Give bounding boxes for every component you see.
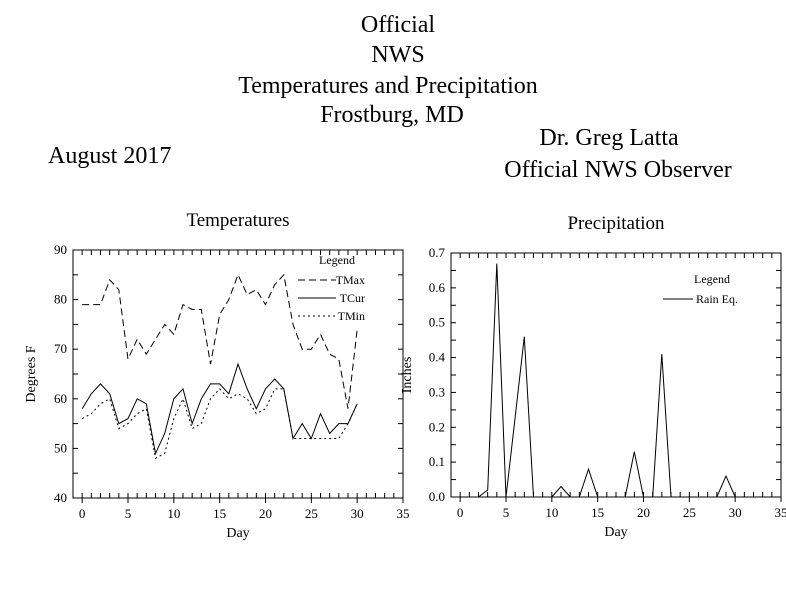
series-line-tcur [81,362,358,456]
x-tick-label: 20 [637,505,650,520]
header-line-location: Frostburg, MD [320,102,464,128]
legend-label: TCur [340,291,365,305]
x-tick-label: 10 [167,506,180,521]
series-line-tmax [82,273,358,409]
report-month: August 2017 [48,143,172,169]
y-tick-label: 40 [54,490,67,505]
x-tick-label: 30 [351,506,364,521]
x-tick-label: 0 [457,505,464,520]
x-tick-label: 20 [259,506,272,521]
y-tick-label: 0.6 [429,280,446,295]
x-axis-label: Day [604,525,627,540]
y-tick-label: 0.7 [429,245,446,260]
series-line-rain-eq- [469,263,745,498]
y-tick-label: 50 [54,440,67,455]
y-tick-label: 0.3 [429,384,445,399]
chart-title: Temperatures [186,210,289,231]
header-line-nws: NWS [371,42,425,68]
x-tick-label: 15 [213,506,226,521]
x-tick-label: 30 [729,505,742,520]
x-tick-label: 5 [125,506,132,521]
y-tick-label: 60 [54,391,67,406]
y-axis-label: Degrees F [24,345,39,402]
legend-title: Legend [694,272,730,286]
plot-frame [72,249,404,499]
y-tick-label: 0.0 [429,489,445,504]
x-tick-label: 10 [545,505,558,520]
y-tick-label: 70 [54,341,67,356]
y-tick-label: 0.4 [429,350,446,365]
header-line-title: Temperatures and Precipitation [238,73,538,99]
legend-title: Legend [319,253,355,267]
observer-name: Dr. Greg Latta [539,125,679,151]
series-line-tmin [81,388,358,460]
y-tick-label: 0.2 [429,419,445,434]
x-tick-label: 25 [305,506,318,521]
legend-label: TMax [336,273,365,287]
y-tick-label: 0.1 [429,454,445,469]
x-tick-label: 35 [775,505,786,520]
precipitation-chart: Precipitation 0 5 10 15 20 25 30 35 0.0 0.1 0.2 0.3 0… [400,213,786,540]
temperature-chart: Temperatures 0 5 10 15 20 25 30 35 40 50 60 70 80 90 Da… [24,210,410,541]
x-tick-label: 25 [683,505,696,520]
x-tick-label: 0 [79,506,86,521]
y-axis-label: Inches [400,357,415,394]
legend-label: TMin [338,309,365,323]
legend-label: Rain Eq. [696,292,738,306]
x-tick-label: 35 [397,506,410,521]
x-tick-label: 15 [591,505,604,520]
x-tick-label: 5 [503,505,510,520]
plot-frame [450,252,782,498]
y-tick-label: 0.5 [429,315,445,330]
header-line-official: Official [360,12,436,38]
chart-title: Precipitation [567,213,665,234]
y-tick-label: 80 [54,292,67,307]
x-axis-label: Day [226,526,249,541]
y-tick-label: 90 [54,242,67,257]
observer-title: Official NWS Observer [504,157,732,183]
